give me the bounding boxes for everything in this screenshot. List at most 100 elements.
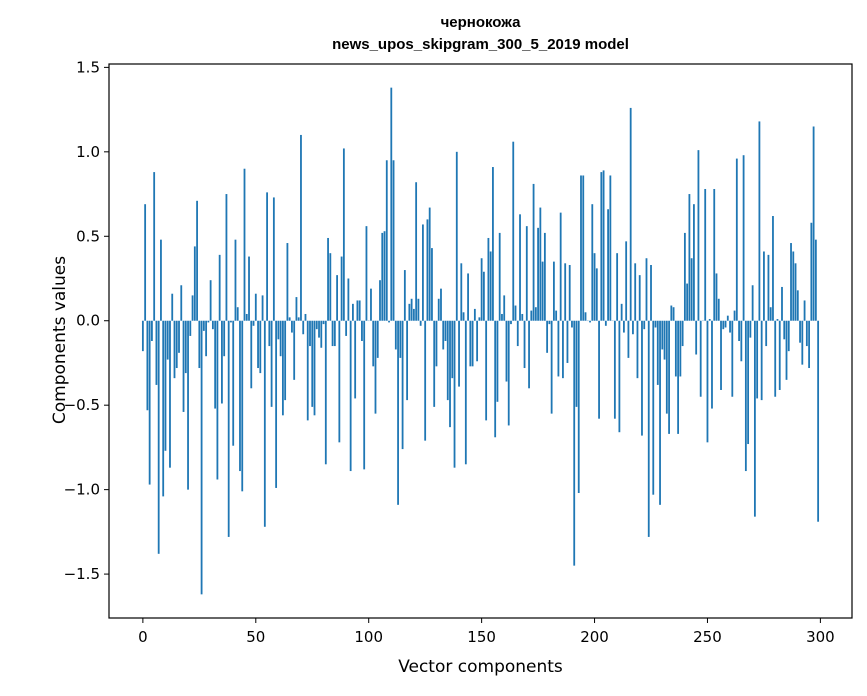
bar	[555, 310, 558, 321]
bar	[175, 320, 178, 369]
bar	[464, 320, 467, 465]
bar	[162, 320, 165, 497]
bar	[225, 194, 228, 321]
bar	[803, 300, 806, 321]
bar	[178, 320, 180, 353]
bar	[654, 320, 657, 328]
bar	[320, 320, 323, 348]
bar	[650, 264, 652, 321]
bar	[541, 261, 544, 321]
bar	[221, 320, 223, 404]
bar	[345, 320, 348, 336]
bar	[774, 320, 777, 397]
x-axis-label: Vector components	[398, 657, 563, 677]
bar	[783, 320, 786, 340]
y-tick-label: 0.5	[76, 227, 100, 245]
bar	[184, 320, 187, 374]
bar	[503, 295, 506, 321]
bar	[792, 251, 795, 321]
bar	[738, 320, 740, 341]
bar	[482, 271, 485, 321]
bar	[787, 320, 790, 352]
bar	[403, 270, 406, 321]
bar	[347, 278, 350, 321]
bar	[812, 126, 815, 321]
bar	[239, 320, 241, 472]
bar	[329, 253, 332, 321]
bar	[706, 320, 709, 443]
bar	[609, 175, 612, 321]
bar	[304, 313, 307, 321]
bar	[205, 320, 208, 357]
bar	[758, 121, 761, 321]
bar	[613, 320, 616, 419]
bar	[765, 320, 768, 347]
chart-subtitle: news_upos_skipgram_300_5_2019 model	[332, 36, 629, 53]
bar	[392, 160, 395, 321]
bar	[453, 320, 456, 468]
bar	[566, 320, 569, 363]
bar	[171, 293, 174, 321]
bar	[401, 320, 404, 450]
bar	[575, 320, 578, 407]
bar	[679, 320, 682, 377]
bar	[415, 182, 418, 321]
bar	[209, 280, 212, 321]
bar	[636, 320, 639, 379]
bar	[351, 303, 354, 321]
bar	[435, 320, 438, 367]
bar	[763, 251, 765, 321]
bar	[571, 320, 573, 328]
x-tick-label: 150	[467, 628, 496, 646]
bar	[661, 320, 664, 350]
bar	[146, 320, 149, 411]
bar	[182, 320, 185, 412]
x-tick-label: 300	[806, 628, 835, 646]
bar	[232, 320, 235, 446]
bar	[672, 307, 675, 321]
bar	[523, 320, 526, 369]
bar	[383, 231, 386, 321]
bar	[790, 243, 792, 321]
bar	[399, 320, 402, 358]
bar	[284, 320, 287, 401]
bar	[261, 295, 264, 321]
bar	[257, 320, 259, 369]
bar	[510, 320, 512, 325]
x-tick-label: 50	[246, 628, 265, 646]
bar	[275, 320, 278, 488]
bar	[313, 320, 316, 416]
bar	[437, 298, 440, 321]
bar	[397, 320, 399, 505]
bar	[331, 320, 334, 347]
x-tick-label: 200	[580, 628, 609, 646]
bar	[243, 168, 246, 321]
bar	[356, 300, 359, 321]
bar	[476, 320, 479, 362]
bar	[467, 273, 469, 321]
bar	[333, 320, 336, 347]
plot-frame	[108, 63, 853, 619]
bar	[230, 320, 232, 323]
bar	[582, 175, 585, 321]
bar	[390, 87, 393, 321]
y-tick-label: 1.5	[76, 58, 100, 76]
bar	[735, 158, 738, 321]
bar	[749, 320, 752, 338]
bar	[796, 290, 799, 321]
bar	[180, 285, 183, 321]
y-tick-label: −1.5	[64, 565, 100, 583]
bar	[717, 298, 720, 321]
bar	[697, 150, 700, 321]
bar	[388, 320, 390, 323]
bar	[496, 320, 499, 402]
bar	[327, 237, 329, 321]
bar	[480, 258, 483, 321]
bar	[241, 320, 244, 492]
chart-title: чернокожа	[440, 14, 521, 31]
bar	[731, 320, 734, 397]
bar	[408, 303, 411, 321]
bar	[281, 320, 284, 416]
bar	[665, 320, 668, 414]
bar	[726, 315, 729, 321]
